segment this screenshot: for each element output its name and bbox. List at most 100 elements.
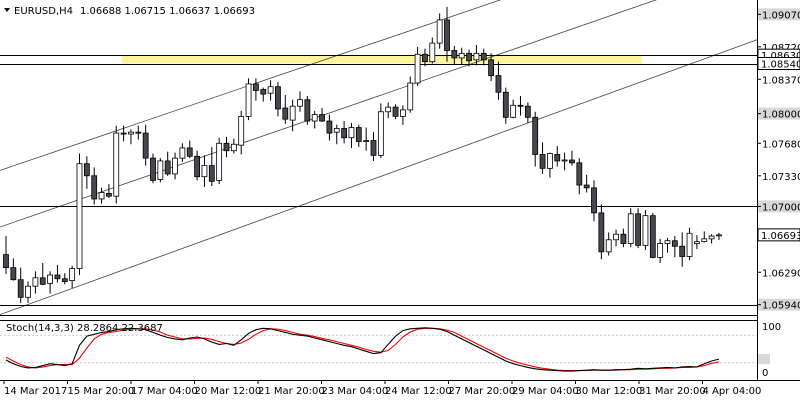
candle <box>179 143 186 162</box>
candle <box>348 122 355 148</box>
candle <box>561 152 568 171</box>
candle-body-bull <box>267 86 274 94</box>
candle-body-bear <box>532 116 539 155</box>
time-tick-label: 31 Mar 20:00 <box>639 386 706 397</box>
candle <box>245 78 252 121</box>
candle <box>429 37 436 64</box>
candle <box>363 127 370 151</box>
candle-body-bear <box>282 107 289 120</box>
candle <box>326 114 333 141</box>
price-tick-label: 1.05940 <box>762 301 800 312</box>
candle <box>613 229 619 247</box>
candle-body-bull <box>348 127 355 139</box>
time-tick-label: 27 Mar 20:00 <box>449 386 516 397</box>
candle-body-bear <box>83 163 90 177</box>
candle <box>399 105 406 125</box>
candle-body-bear <box>186 147 193 157</box>
time-tick-label: 29 Mar 04:00 <box>512 386 579 397</box>
candle-body-bull <box>297 99 303 107</box>
time-tick-label: 15 Mar 20:00 <box>68 386 135 397</box>
candle-body-bull <box>399 109 406 117</box>
candle <box>458 47 465 65</box>
candle <box>635 208 641 249</box>
candle-body-bear <box>142 132 149 159</box>
candle <box>208 147 215 186</box>
level-price-tag <box>757 57 800 71</box>
candle-body-bear <box>3 254 9 269</box>
candle-body-bear <box>591 187 597 214</box>
candle-body-bull <box>701 238 708 243</box>
candle <box>671 236 678 258</box>
candle <box>150 153 156 184</box>
candle-body-bear <box>326 120 333 134</box>
candle-body-bear <box>524 105 531 118</box>
candle-body-bear <box>150 157 156 181</box>
candle <box>54 264 61 283</box>
candle-body-bull <box>407 82 414 111</box>
collapse-arrow-icon[interactable] <box>4 8 10 12</box>
candle <box>554 146 561 167</box>
candle <box>106 184 112 199</box>
candle-body-bull <box>47 274 53 284</box>
candle-body-bear <box>304 99 311 122</box>
candle-body-bear <box>39 277 46 285</box>
stochastic-indicator-panel: 100 0 <box>0 322 781 379</box>
time-tick-label: 14 Mar 2017 <box>4 386 67 397</box>
price-tick-shade <box>758 200 800 213</box>
candle-body-bear <box>54 274 61 280</box>
candle-body-bear <box>91 175 98 200</box>
candle <box>3 236 9 275</box>
candle-body-bear <box>679 245 686 257</box>
candle <box>598 204 605 260</box>
candle-body-bear <box>569 159 575 164</box>
candle-body-bull <box>69 268 76 282</box>
candle-body-bear <box>488 59 495 76</box>
candle-body-bull <box>561 159 568 162</box>
candle-body-bear <box>370 140 377 156</box>
candle-body-bear <box>164 160 171 175</box>
candle-body-bear <box>649 215 656 258</box>
candle-body-bull <box>642 215 649 246</box>
price-tick-label: 1.07000 <box>762 202 800 213</box>
candle <box>466 49 472 67</box>
candle <box>591 180 597 222</box>
candle-body-bull <box>230 143 237 152</box>
candle-body-bull <box>708 235 715 240</box>
trend-channel-layer <box>0 0 758 316</box>
candle-body-bear <box>583 184 590 189</box>
candle-body-bull <box>216 142 223 181</box>
time-tick-label: 4 Apr 04:00 <box>703 386 762 397</box>
candle-body-bull <box>311 114 318 122</box>
candle-body-bull <box>201 165 208 178</box>
stoch-scale-0: 0 <box>762 368 768 379</box>
candle-body-bull <box>414 53 421 84</box>
candle <box>83 156 90 189</box>
candle <box>201 155 208 187</box>
candle-body-bull <box>458 52 465 59</box>
horizontal-levels-layer <box>0 55 757 306</box>
candle-body-bull <box>385 106 392 113</box>
candle <box>524 102 531 123</box>
candle <box>91 167 98 205</box>
candle-body-bear <box>444 19 450 51</box>
candle-body-bull <box>98 192 105 200</box>
candle <box>355 124 362 148</box>
candle-body-bear <box>422 53 428 63</box>
candle <box>260 87 267 102</box>
candle-body-bull <box>510 104 517 118</box>
candle-body-bull <box>333 128 340 133</box>
stochastic-label: Stoch(14,3,3) 28.2864 22.3687 <box>6 323 163 334</box>
candle <box>76 153 83 276</box>
candle <box>370 132 377 161</box>
candle-body-bear <box>194 155 201 178</box>
candle <box>414 46 421 86</box>
candle-body-bull <box>25 285 31 298</box>
candle-body-bear <box>480 52 487 61</box>
stoch-current-tag <box>758 354 770 365</box>
candle <box>517 95 524 116</box>
channel-line-1 <box>0 0 502 171</box>
candle <box>172 152 178 180</box>
price-tick-label: 1.08720 <box>762 43 800 54</box>
candle <box>194 150 201 181</box>
